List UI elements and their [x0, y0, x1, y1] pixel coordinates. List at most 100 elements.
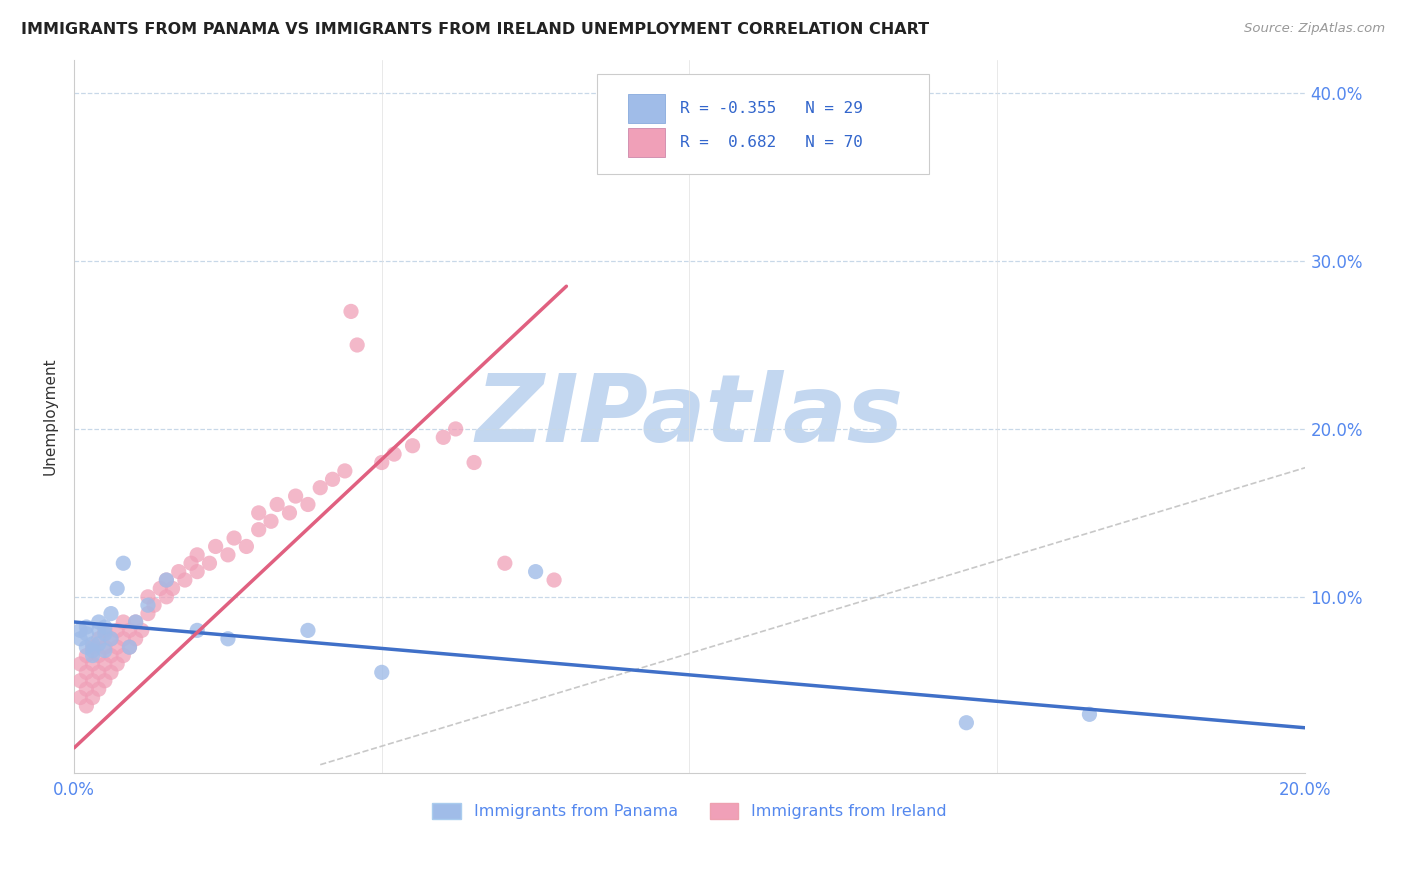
Point	[87, 648, 110, 663]
Point	[94, 626, 117, 640]
Point	[124, 615, 146, 629]
Point	[112, 556, 135, 570]
Point	[204, 540, 226, 554]
Point	[155, 573, 177, 587]
Point	[112, 632, 135, 646]
Point	[444, 422, 467, 436]
Point	[105, 624, 128, 638]
Point	[162, 582, 184, 596]
Text: R =  0.682   N = 70: R = 0.682 N = 70	[679, 136, 862, 150]
Point	[198, 556, 221, 570]
Point	[87, 665, 110, 680]
Point	[309, 481, 332, 495]
Point	[371, 665, 394, 680]
Text: R = -0.355   N = 29: R = -0.355 N = 29	[679, 101, 862, 116]
Point	[75, 640, 97, 655]
Point	[333, 464, 356, 478]
Point	[494, 556, 516, 570]
Point	[105, 640, 128, 655]
Point	[112, 615, 135, 629]
Point	[186, 624, 208, 638]
Point	[100, 632, 122, 646]
Point	[524, 565, 547, 579]
Point	[155, 590, 177, 604]
Point	[75, 665, 97, 680]
Point	[955, 715, 977, 730]
Point	[100, 665, 122, 680]
Point	[346, 338, 368, 352]
Point	[87, 615, 110, 629]
Point	[75, 626, 97, 640]
Point	[136, 607, 159, 621]
Point	[167, 565, 190, 579]
Point	[112, 648, 135, 663]
Point	[217, 632, 239, 646]
Point	[247, 523, 270, 537]
Point	[155, 573, 177, 587]
Bar	[628, 128, 665, 157]
Point	[118, 640, 141, 655]
Point	[82, 657, 104, 671]
Point	[118, 624, 141, 638]
Point	[94, 657, 117, 671]
Point	[100, 632, 122, 646]
Point	[124, 632, 146, 646]
Point	[105, 657, 128, 671]
Text: IMMIGRANTS FROM PANAMA VS IMMIGRANTS FROM IRELAND UNEMPLOYMENT CORRELATION CHART: IMMIGRANTS FROM PANAMA VS IMMIGRANTS FRO…	[21, 22, 929, 37]
Point	[136, 590, 159, 604]
Point	[87, 682, 110, 697]
Point	[94, 643, 117, 657]
Bar	[628, 95, 665, 123]
Point	[247, 506, 270, 520]
Point	[69, 673, 91, 688]
Point	[284, 489, 307, 503]
Point	[124, 615, 146, 629]
Point	[69, 690, 91, 705]
Point	[543, 573, 565, 587]
Point	[297, 498, 319, 512]
Point	[180, 556, 202, 570]
Point	[217, 548, 239, 562]
Point	[82, 648, 104, 663]
Point	[100, 607, 122, 621]
Point	[463, 456, 485, 470]
Point	[75, 648, 97, 663]
Point	[266, 498, 288, 512]
Point	[297, 624, 319, 638]
Text: ZIPatlas: ZIPatlas	[475, 370, 904, 462]
Point	[69, 632, 91, 646]
Point	[149, 582, 172, 596]
Point	[260, 514, 283, 528]
Point	[94, 624, 117, 638]
Point	[1078, 707, 1101, 722]
Point	[222, 531, 245, 545]
Point	[278, 506, 301, 520]
Point	[136, 598, 159, 612]
Point	[186, 565, 208, 579]
Point	[94, 620, 117, 634]
Point	[382, 447, 405, 461]
Legend: Immigrants from Panama, Immigrants from Ireland: Immigrants from Panama, Immigrants from …	[426, 797, 953, 826]
Point	[105, 582, 128, 596]
Point	[82, 643, 104, 657]
Point	[82, 640, 104, 655]
Point	[131, 624, 153, 638]
Point	[100, 648, 122, 663]
Point	[69, 624, 91, 638]
Point	[75, 682, 97, 697]
Point	[87, 637, 110, 651]
Text: Source: ZipAtlas.com: Source: ZipAtlas.com	[1244, 22, 1385, 36]
Point	[186, 548, 208, 562]
Point	[87, 632, 110, 646]
Point	[75, 698, 97, 713]
Point	[87, 624, 110, 638]
Y-axis label: Unemployment: Unemployment	[44, 358, 58, 475]
Point	[322, 472, 344, 486]
Point	[340, 304, 363, 318]
Point	[143, 598, 166, 612]
Point	[401, 439, 423, 453]
Point	[371, 456, 394, 470]
Point	[82, 673, 104, 688]
FancyBboxPatch shape	[598, 74, 929, 174]
Point	[94, 640, 117, 655]
